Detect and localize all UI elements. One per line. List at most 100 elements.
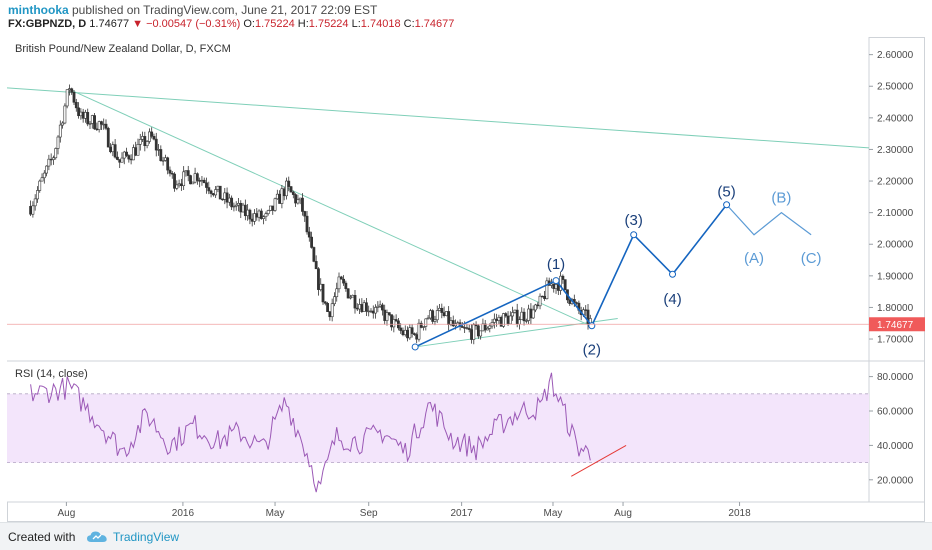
candle-body	[310, 236, 313, 248]
candle-body	[262, 216, 266, 219]
tradingview-brand[interactable]: TradingView	[86, 527, 179, 547]
elliott-wave-label: (A)	[744, 250, 764, 267]
candle-body	[198, 180, 202, 182]
candle-body	[335, 288, 339, 298]
candle-body	[419, 322, 423, 328]
candle-body	[319, 283, 323, 290]
candle-body	[412, 333, 416, 335]
rsi-tick-label: 20.0000	[877, 475, 914, 486]
rsi-tick-label: 60.0000	[877, 407, 914, 418]
candle-body	[255, 213, 259, 218]
candle-body	[426, 317, 430, 320]
candle-body	[161, 160, 165, 162]
candle-body	[152, 136, 156, 140]
candle-body	[79, 111, 83, 117]
candle-body	[278, 193, 282, 204]
candle-body	[568, 299, 572, 304]
author-link[interactable]: minthooka	[8, 3, 69, 17]
candle-body	[211, 193, 215, 196]
candle-body	[520, 311, 524, 321]
candle-body	[467, 328, 471, 330]
candle-body	[422, 326, 425, 328]
candle-body	[104, 123, 108, 129]
tradingview-cloud-icon	[87, 531, 107, 542]
candle-body	[474, 324, 478, 327]
candle-body	[326, 303, 329, 312]
price-tick-label: 2.10000	[877, 208, 914, 219]
price-tick-label: 2.60000	[877, 50, 914, 61]
candle-body	[168, 169, 172, 174]
candle-body	[81, 111, 85, 119]
candle-body	[129, 158, 133, 161]
candle-body	[118, 159, 122, 163]
candle-body	[351, 294, 355, 298]
candle-body	[367, 310, 371, 313]
candle-body	[49, 158, 53, 161]
elliott-wave-label: (5)	[717, 183, 735, 200]
low-value: 1.74018	[360, 18, 401, 30]
last-price: 1.74677	[89, 18, 130, 30]
candle-body	[285, 180, 288, 197]
candle-body	[56, 136, 60, 149]
symbol-label[interactable]: FX:GBPNZD, D	[8, 18, 87, 30]
open-label: O:	[243, 18, 255, 30]
candle-body	[253, 213, 256, 222]
candle-body	[100, 121, 103, 125]
candle-body	[438, 307, 441, 311]
candle-body	[282, 188, 286, 197]
candle-body	[243, 204, 247, 217]
candle-body	[561, 275, 565, 280]
candle-body	[84, 112, 87, 119]
rsi-title: RSI (14, close)	[15, 368, 88, 380]
candle-body	[40, 177, 44, 182]
candle-body	[259, 210, 263, 219]
candle-body	[339, 276, 343, 280]
elliott-wave-projection	[591, 204, 728, 327]
candle-body	[225, 192, 229, 203]
candle-body	[536, 304, 540, 307]
down-arrow-icon: ▼	[132, 18, 144, 30]
candle-body	[289, 186, 293, 193]
candle-body	[460, 326, 464, 328]
tradingview-brand-name: TradingView	[113, 530, 180, 544]
candle-body	[524, 320, 528, 322]
candle-body	[472, 324, 476, 340]
last-price-tag	[869, 317, 925, 332]
candle-body	[298, 197, 302, 201]
candle-body	[264, 213, 268, 218]
candle-body	[134, 147, 138, 156]
candle-body	[184, 170, 188, 173]
candle-body	[177, 183, 181, 186]
candle-body	[145, 141, 149, 147]
candle-body	[371, 310, 375, 314]
high-value: 1.75224	[308, 18, 349, 30]
candle-body	[584, 309, 588, 311]
candle-body	[90, 115, 94, 124]
candle-body	[273, 198, 277, 211]
rsi-line	[30, 372, 591, 493]
abc-correction-projection	[726, 204, 812, 236]
candle-body	[394, 319, 398, 322]
candle-body	[433, 319, 437, 322]
elliott-wave-label: (C)	[801, 250, 822, 267]
candle-body	[136, 144, 140, 156]
candle-body	[294, 194, 298, 204]
chart-title: British Pound/New Zealand Dollar, D, FXC…	[15, 43, 231, 55]
candle-body	[333, 296, 336, 305]
candle-body	[68, 88, 71, 91]
candle-body	[543, 295, 547, 300]
candle-body	[125, 151, 128, 156]
candle-body	[417, 322, 421, 340]
candle-body	[305, 215, 309, 233]
candle-body	[307, 231, 311, 238]
candle-body	[31, 205, 35, 215]
candle-body	[122, 151, 126, 159]
price-tick-label: 1.90000	[877, 271, 914, 282]
candle-body	[481, 323, 485, 332]
price-and-rsi-chart[interactable]: 2.60000 2.50000 2.40000 2.30000 2.20000 2.100…	[7, 37, 925, 522]
candle-body	[431, 310, 435, 322]
candle-body	[362, 302, 366, 312]
price-tick-label: 2.50000	[877, 82, 914, 93]
wave-pivot-point	[411, 343, 419, 351]
candle-body	[483, 323, 487, 331]
